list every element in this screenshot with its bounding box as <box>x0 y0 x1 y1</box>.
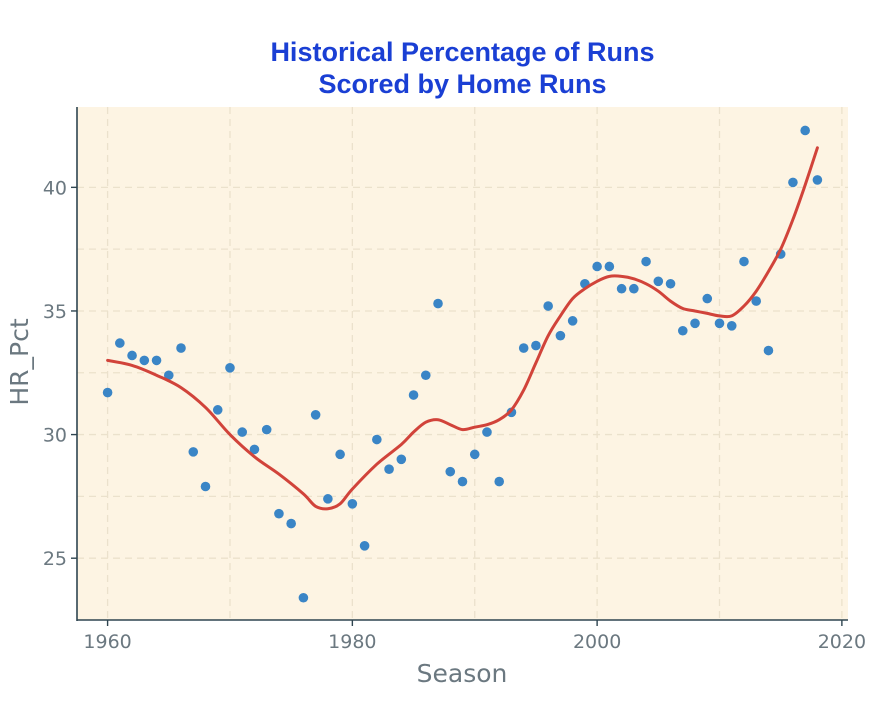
data-point <box>518 343 529 353</box>
data-point <box>396 454 407 465</box>
data-point <box>494 476 505 487</box>
data-point <box>665 278 676 289</box>
y-tick-label: 30 <box>43 425 67 447</box>
data-point <box>127 350 137 361</box>
data-point <box>482 427 492 437</box>
y-axis-title: HR_Pct <box>5 318 34 405</box>
data-point <box>212 405 223 415</box>
data-point <box>592 261 602 272</box>
y-tick-label: 35 <box>43 301 67 323</box>
data-point <box>653 276 664 287</box>
data-point <box>286 518 296 529</box>
data-point <box>555 330 566 341</box>
data-point <box>800 125 810 136</box>
y-tick-label: 25 <box>43 548 67 570</box>
smooth-line <box>106 146 819 511</box>
data-point <box>347 499 358 509</box>
data-point <box>420 370 431 381</box>
data-point <box>139 355 150 366</box>
chart-title-line-1: Historical Percentage of Runs <box>270 37 655 67</box>
data-point <box>457 476 468 487</box>
data-point <box>115 338 125 348</box>
data-point <box>604 261 615 272</box>
chart-title: Historical Percentage of Runs Scored by … <box>0 36 881 100</box>
data-point <box>335 449 345 460</box>
data-point <box>739 256 749 267</box>
data-point <box>163 370 174 381</box>
data-point <box>225 363 235 373</box>
data-point <box>310 410 321 420</box>
x-tick-label: 2000 <box>573 631 621 653</box>
data-point <box>323 494 333 504</box>
data-point <box>751 296 762 306</box>
data-point <box>616 283 627 294</box>
x-tick-label: 1960 <box>83 631 131 653</box>
data-point <box>237 427 248 437</box>
x-tick-label: 1980 <box>328 631 376 653</box>
data-point <box>641 256 651 267</box>
data-point <box>629 283 639 294</box>
data-point <box>188 447 199 457</box>
data-point <box>763 345 774 356</box>
data-point <box>567 316 578 326</box>
data-point <box>690 318 700 329</box>
axis-ticks: 1960 1980 2000 2020 25 30 35 40 <box>43 177 866 653</box>
data-point <box>726 320 737 331</box>
data-point <box>274 508 284 519</box>
chart-title-line-2: Scored by Home Runs <box>318 69 607 99</box>
data-point <box>445 466 456 477</box>
data-point <box>359 541 370 551</box>
data-point <box>408 390 419 400</box>
data-point <box>506 407 517 418</box>
data-point <box>261 424 272 435</box>
data-point <box>102 387 113 398</box>
x-tick-label: 2020 <box>818 631 866 653</box>
data-point <box>788 177 798 188</box>
y-tick-label: 40 <box>43 177 67 199</box>
gridlines <box>77 107 848 620</box>
data-point <box>249 444 260 455</box>
data-point <box>151 355 162 366</box>
data-point <box>677 325 688 336</box>
data-point <box>543 301 553 311</box>
data-point <box>176 343 186 353</box>
data-point <box>372 434 382 445</box>
data-point <box>812 175 823 185</box>
plot-panel <box>77 107 848 620</box>
data-point <box>433 298 443 309</box>
data-point <box>702 293 713 304</box>
data-point <box>384 464 394 474</box>
x-axis-title: Season <box>417 659 508 688</box>
data-point <box>531 340 541 351</box>
data-point <box>714 318 725 329</box>
data-point <box>200 481 211 492</box>
data-point <box>469 449 480 460</box>
data-point <box>298 592 309 603</box>
